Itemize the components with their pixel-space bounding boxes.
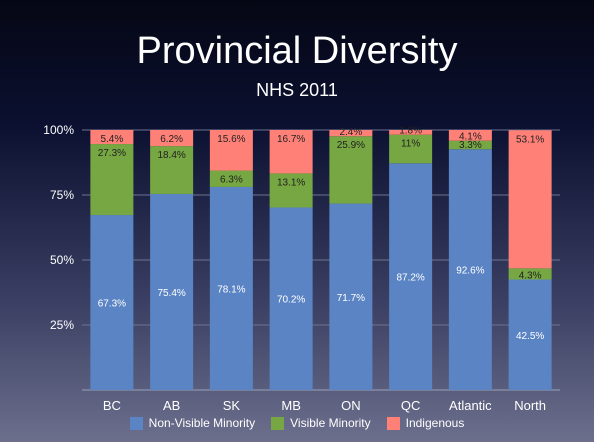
x-tick-label-on: ON — [341, 398, 361, 413]
data-label-on-non-visible-minority: 71.7% — [337, 293, 365, 304]
bar-sk-visible-minority — [209, 170, 253, 187]
bar-atlantic-indigenous — [448, 130, 492, 141]
data-label-mb-visible-minority: 13.1% — [277, 177, 305, 188]
legend-swatch-indigenous — [386, 416, 400, 430]
bar-on-non-visible-minority — [329, 203, 373, 390]
x-tick-label-north: North — [514, 398, 546, 413]
data-label-qc-visible-minority: 11% — [401, 139, 420, 150]
data-label-sk-non-visible-minority: 78.1% — [217, 284, 245, 295]
bar-sk-indigenous — [209, 130, 253, 171]
x-tick-label-atlantic: Atlantic — [449, 398, 492, 413]
data-label-atlantic-indigenous: 4.1% — [459, 132, 482, 143]
bar-mb-visible-minority — [269, 173, 313, 208]
bar-on-indigenous — [329, 130, 373, 137]
bar-mb-indigenous — [269, 130, 313, 174]
data-label-atlantic-visible-minority: 3.3% — [459, 140, 482, 151]
legend-label-non-visible-minority: Non-Visible Minority — [148, 416, 256, 430]
data-label-sk-visible-minority: 6.3% — [220, 175, 243, 186]
bar-bc-indigenous — [90, 130, 134, 145]
data-label-mb-indigenous: 16.7% — [277, 134, 305, 145]
y-tick-label-25: 25% — [50, 318, 74, 332]
bar-ab-visible-minority — [150, 146, 194, 194]
y-tick-label-50: 50% — [50, 253, 74, 267]
data-label-atlantic-non-visible-minority: 92.6% — [456, 266, 484, 277]
y-tick-label-75: 75% — [50, 188, 74, 202]
bar-north-visible-minority — [508, 268, 552, 280]
legend-item-non-visible-minority: Non-Visible Minority — [129, 416, 256, 430]
data-label-ab-visible-minority: 18.4% — [157, 150, 185, 161]
chart-subtitle: NHS 2011 — [256, 80, 338, 100]
x-tick-label-mb: MB — [281, 398, 301, 413]
data-label-bc-indigenous: 5.4% — [100, 134, 123, 145]
data-label-bc-non-visible-minority: 67.3% — [98, 299, 126, 310]
legend-swatch-non-visible-minority — [129, 416, 143, 430]
data-label-ab-indigenous: 6.2% — [160, 134, 183, 145]
bar-north-non-visible-minority — [508, 279, 552, 390]
bar-sk-non-visible-minority — [209, 186, 253, 390]
data-label-qc-indigenous: 1.8% — [399, 126, 422, 137]
legend-swatch-visible-minority — [271, 416, 285, 430]
data-label-north-indigenous: 53.1% — [516, 134, 544, 145]
legend-item-indigenous: Indigenous — [386, 416, 465, 430]
bar-on-visible-minority — [329, 136, 373, 204]
x-tick-label-ab: AB — [163, 398, 180, 413]
data-label-on-indigenous: 2.4% — [339, 127, 362, 138]
data-label-north-visible-minority: 4.3% — [519, 271, 542, 282]
data-label-on-visible-minority: 25.9% — [337, 140, 365, 151]
data-label-bc-visible-minority: 27.3% — [98, 148, 126, 159]
data-label-qc-non-visible-minority: 87.2% — [396, 273, 424, 284]
bar-atlantic-visible-minority — [448, 140, 492, 150]
chart-legend: Non-Visible Minority Visible Minority In… — [0, 416, 594, 430]
bar-ab-indigenous — [150, 130, 194, 147]
bar-qc-non-visible-minority — [389, 163, 433, 390]
bar-mb-non-visible-minority — [269, 207, 313, 390]
legend-item-visible-minority: Visible Minority — [271, 416, 371, 430]
x-tick-label-sk: SK — [223, 398, 241, 413]
data-label-sk-indigenous: 15.6% — [217, 134, 245, 145]
x-tick-label-qc: QC — [401, 398, 421, 413]
bar-atlantic-non-visible-minority — [448, 149, 492, 390]
legend-label-visible-minority: Visible Minority — [290, 416, 371, 430]
y-tick-label-100: 100% — [43, 123, 74, 137]
x-tick-label-bc: BC — [103, 398, 121, 413]
data-label-north-non-visible-minority: 42.5% — [516, 331, 544, 342]
data-label-mb-non-visible-minority: 70.2% — [277, 295, 305, 306]
legend-label-indigenous: Indigenous — [405, 416, 465, 430]
data-label-ab-non-visible-minority: 75.4% — [157, 288, 185, 299]
bar-north-indigenous — [508, 130, 552, 269]
chart-title: Provincial Diversity — [136, 30, 458, 72]
bar-qc-visible-minority — [389, 134, 433, 164]
bar-bc-non-visible-minority — [90, 215, 134, 390]
bar-qc-indigenous — [389, 130, 433, 135]
bar-ab-non-visible-minority — [150, 193, 194, 390]
bar-bc-visible-minority — [90, 144, 134, 216]
